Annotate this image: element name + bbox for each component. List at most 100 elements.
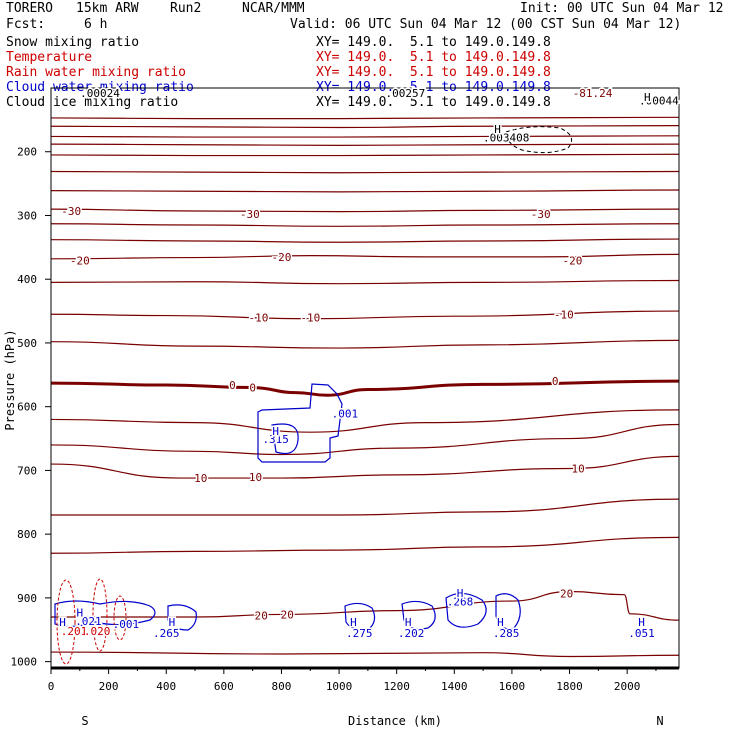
cloud-water-label: .285 [493, 627, 520, 640]
temperature-label: 10 [194, 472, 207, 485]
high-marker: H [169, 616, 176, 629]
ice-contour-outline [505, 126, 573, 154]
temperature-label: -10 [248, 311, 268, 324]
axes: 0 200 400 600 800 1000 1200 1400 1600 1800 2000200… [3, 87, 680, 728]
cloud-water-label: .265 [153, 627, 180, 640]
temperature-label: -10 [554, 308, 574, 321]
rain-contour-1 [56, 579, 76, 665]
temperature-label: -20 [70, 255, 90, 268]
temperature-isotherm [50, 310, 680, 320]
x-tick-label: 200 [99, 680, 119, 693]
cloud-water-label: .275 [346, 627, 373, 640]
cloud-water-label: .315 [262, 433, 289, 446]
plot-frame [50, 87, 680, 669]
high-marker: H [350, 616, 357, 629]
rain-label: .020 [84, 625, 111, 638]
legend-field-name: Temperature [6, 50, 93, 65]
y-tick-label: 300 [17, 209, 37, 222]
top-value-label: .00024 [80, 87, 120, 100]
temperature-isotherm [50, 238, 680, 243]
ice-contour [505, 126, 573, 154]
south-label: S [81, 714, 88, 728]
temperature-label: 0 [229, 379, 236, 392]
y-tick-label: 900 [17, 592, 37, 605]
cloud-contour-mid-core [271, 423, 299, 455]
y-tick-label: 700 [17, 464, 37, 477]
x-tick-label: 2000 [614, 680, 641, 693]
cloud-contour-mid [257, 383, 343, 463]
x-tick-label: 400 [156, 680, 176, 693]
high-marker: H [638, 616, 645, 629]
rain-contour-3 [113, 595, 127, 641]
header-init: Init: 00 UTC Sun 04 Mar 12 [520, 1, 724, 16]
x-axis-label: Distance (km) [348, 714, 442, 728]
x-tick-label: 1000 [326, 680, 353, 693]
temperature-label: 20 [255, 610, 268, 623]
y-tick-label: 600 [17, 401, 37, 414]
header-valid: Valid: 06 UTC Sun 04 Mar 12 (00 CST Sun … [290, 17, 682, 32]
temperature-isotherm [51, 498, 680, 516]
temperature-isotherm [50, 651, 680, 658]
header-fcst-label: Fcst: [6, 17, 46, 32]
temperature-label: 10 [249, 471, 262, 484]
temperature-isotherm [50, 423, 680, 456]
rain-contour-2 [92, 578, 108, 652]
temperature-isotherm [50, 379, 680, 397]
high-marker: H [272, 425, 279, 438]
temperature-isotherm [50, 409, 680, 433]
temperature-isotherm [50, 135, 680, 138]
temperature-label: 0 [552, 375, 559, 388]
temperature-isotherm [50, 253, 680, 260]
temperature-isotherm [50, 455, 680, 479]
header-fcst-value: 6 h [84, 17, 108, 32]
temperature-label: 10 [572, 463, 585, 476]
high-marker: H [76, 607, 83, 620]
cloud-contour-low-3 [344, 602, 376, 630]
cloud-water-label: .001 [332, 408, 359, 421]
header-org: NCAR/MMM [242, 1, 305, 16]
cloud-contour-low-4 [401, 600, 436, 630]
cloud-water-label: .021 [75, 615, 102, 628]
high-marker: H [497, 616, 504, 629]
y-axis-label: Pressure (hPa) [3, 329, 17, 430]
high-marker: H [644, 91, 651, 104]
y-tick-label: 200 [17, 146, 37, 159]
cloud-water-label: .202 [398, 627, 425, 640]
temperature-isotherm [50, 125, 680, 129]
x-tick-label: 600 [214, 680, 234, 693]
y-tick-label: 500 [17, 337, 37, 350]
x-tick-label: 0 [48, 680, 55, 693]
temperature-isotherm [50, 279, 680, 285]
legend-field-xy: XY= 149.0. 5.1 to 149.0.149.8 [316, 95, 551, 110]
rain-contours [56, 578, 127, 665]
north-label: N [656, 714, 663, 728]
temperature-isotherm [50, 223, 680, 227]
y-tick-label: 1000 [11, 656, 38, 669]
cloud-water-label: .051 [628, 627, 655, 640]
x-tick-label: 800 [272, 680, 292, 693]
legend-field-xy: XY= 149.0. 5.1 to 149.0.149.8 [316, 50, 551, 65]
temperature-isotherm [50, 170, 680, 174]
temperature-isotherm [50, 189, 680, 193]
top-value-label: .00257 [385, 87, 425, 100]
temperature-label: -10 [300, 311, 320, 324]
temperature-label: -30 [240, 208, 260, 221]
cloud-water-label: .268 [447, 596, 474, 609]
temperature-label: -30 [61, 205, 81, 218]
cloud-contour-low-6 [495, 593, 521, 630]
temperature-label: -20 [272, 251, 292, 264]
temperature-isotherm [50, 116, 680, 120]
high-marker: H [59, 616, 66, 629]
top-value-label: .003408 [483, 132, 529, 145]
high-marker: H [405, 616, 412, 629]
rain-label: .201 [61, 625, 88, 638]
x-tick-label: 1800 [556, 680, 583, 693]
y-tick-label: 800 [17, 528, 37, 541]
header-run: Run2 [170, 1, 202, 16]
temperature-label: 20 [281, 608, 294, 621]
temperature-isotherm [50, 536, 680, 554]
temperature-label: 20 [560, 587, 573, 600]
top-value-label: -81.24 [573, 87, 613, 100]
temperature-isotherm [50, 143, 680, 146]
